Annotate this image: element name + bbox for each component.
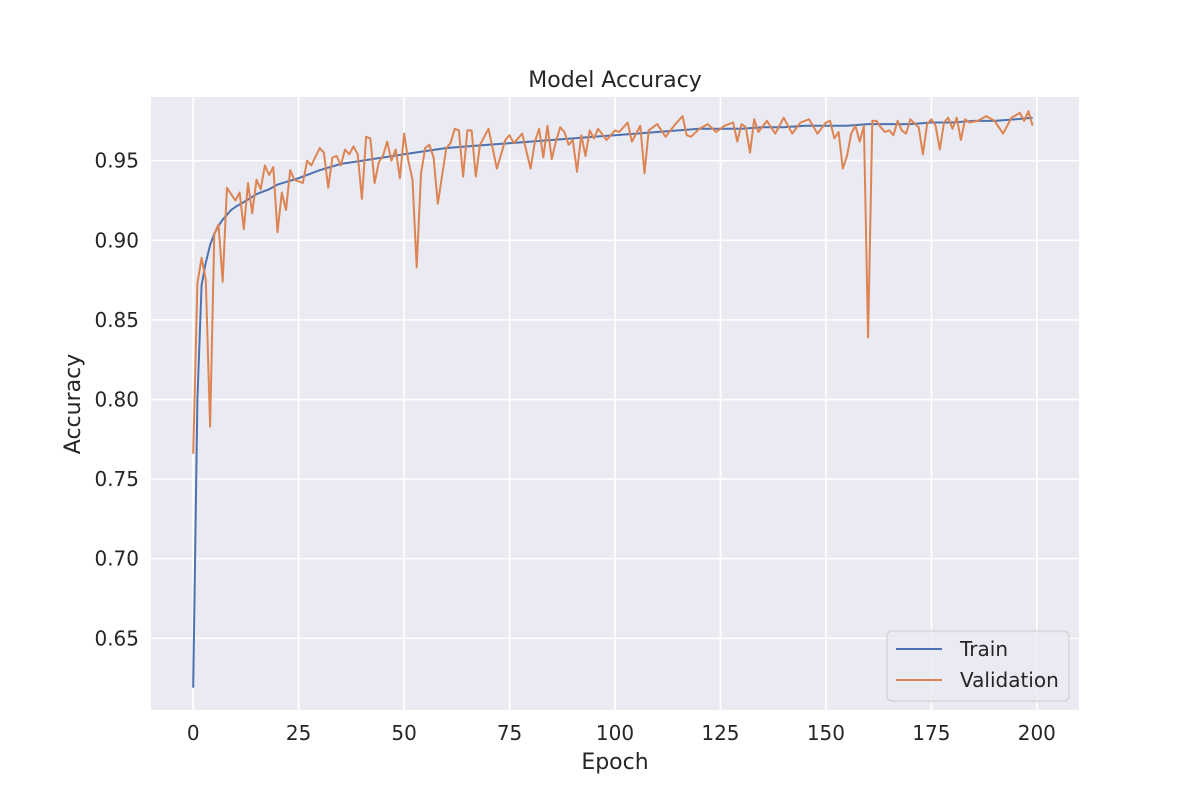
legend: Train Validation [886, 630, 1070, 702]
x-tick-label: 75 [497, 721, 522, 745]
y-tick-label: 0.70 [94, 547, 139, 571]
legend-train-label: Train [959, 637, 1008, 661]
x-tick-label: 100 [596, 721, 634, 745]
x-tick-label: 25 [286, 721, 311, 745]
y-tick-label: 0.65 [94, 626, 139, 650]
y-tick-label: 0.80 [94, 388, 139, 412]
x-tick-label: 175 [912, 721, 950, 745]
x-tick-label: 0 [187, 721, 200, 745]
x-tick-label: 125 [701, 721, 739, 745]
y-tick-label: 0.95 [94, 149, 139, 173]
legend-validation-label: Validation [960, 668, 1059, 692]
x-axis-label: Epoch [581, 750, 648, 775]
tick-labels: 0 25 50 75 100 125 150 175 200 0.65 0.70 0.75 0.80 0.… [94, 149, 1055, 745]
series-lines [192, 110, 1034, 688]
chart-title: Model Accuracy [528, 68, 702, 93]
y-tick-label: 0.90 [94, 228, 139, 252]
x-tick-label: 50 [391, 721, 416, 745]
x-tick-label: 200 [1018, 721, 1056, 745]
x-tick-label: 150 [807, 721, 845, 745]
y-tick-label: 0.75 [94, 467, 139, 491]
series-line-train [192, 116, 1033, 688]
series-line-validation [192, 110, 1034, 454]
y-tick-label: 0.85 [94, 308, 139, 332]
y-axis-label: Accuracy [61, 354, 86, 454]
